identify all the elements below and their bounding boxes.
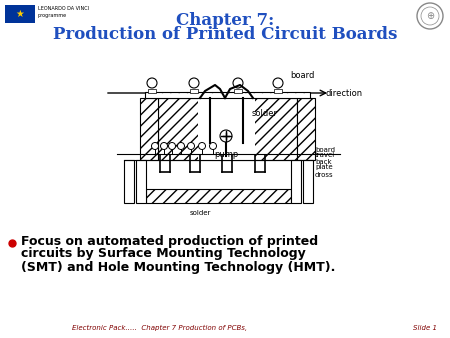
Text: Production of Printed Circuit Boards: Production of Printed Circuit Boards: [53, 26, 397, 43]
Text: solder: solder: [189, 210, 211, 216]
Bar: [303, 160, 313, 203]
Text: solder: solder: [252, 110, 278, 119]
Text: Slide 1: Slide 1: [413, 325, 437, 331]
Text: board: board: [315, 147, 335, 153]
Text: (SMT) and Hole Mounting Technology (HMT).: (SMT) and Hole Mounting Technology (HMT)…: [21, 261, 335, 273]
Circle shape: [210, 143, 216, 149]
Text: direction: direction: [325, 89, 362, 97]
Text: LEONARDO DA VINCI: LEONARDO DA VINCI: [38, 5, 89, 10]
Text: programme: programme: [38, 13, 67, 18]
Circle shape: [147, 78, 157, 88]
Bar: [198, 96, 255, 160]
Circle shape: [198, 143, 206, 149]
Circle shape: [421, 7, 439, 25]
Bar: [274, 89, 282, 93]
Circle shape: [188, 143, 194, 149]
Bar: [158, 98, 297, 160]
Text: pump: pump: [214, 150, 238, 159]
Bar: [136, 160, 146, 203]
Circle shape: [152, 143, 158, 149]
Text: plate: plate: [315, 164, 333, 170]
Text: Focus on automated production of printed: Focus on automated production of printed: [21, 235, 318, 247]
Text: back: back: [315, 159, 332, 165]
Text: ⊕: ⊕: [426, 11, 434, 21]
Text: Electronic Pack…..  Chapter 7 Production of PCBs,: Electronic Pack….. Chapter 7 Production …: [72, 325, 248, 331]
Bar: [5, 5, 35, 23]
Text: travel: travel: [315, 152, 335, 158]
Circle shape: [233, 78, 243, 88]
Bar: [140, 98, 158, 160]
Bar: [148, 89, 156, 93]
Bar: [145, 92, 310, 98]
Circle shape: [189, 78, 199, 88]
Text: board: board: [290, 71, 315, 79]
Text: Chapter 7:: Chapter 7:: [176, 12, 274, 29]
Circle shape: [177, 143, 184, 149]
Bar: [234, 89, 242, 93]
Bar: [297, 98, 315, 160]
Text: dross: dross: [315, 172, 333, 178]
Bar: [291, 160, 301, 203]
Circle shape: [273, 78, 283, 88]
Bar: [190, 89, 198, 93]
Text: ★: ★: [16, 9, 24, 19]
Circle shape: [417, 3, 443, 29]
Circle shape: [161, 143, 167, 149]
Text: circuits by Surface Mounting Technology: circuits by Surface Mounting Technology: [21, 247, 306, 261]
Bar: [146, 189, 291, 203]
Circle shape: [168, 143, 176, 149]
Circle shape: [220, 130, 232, 142]
Bar: [124, 160, 134, 203]
